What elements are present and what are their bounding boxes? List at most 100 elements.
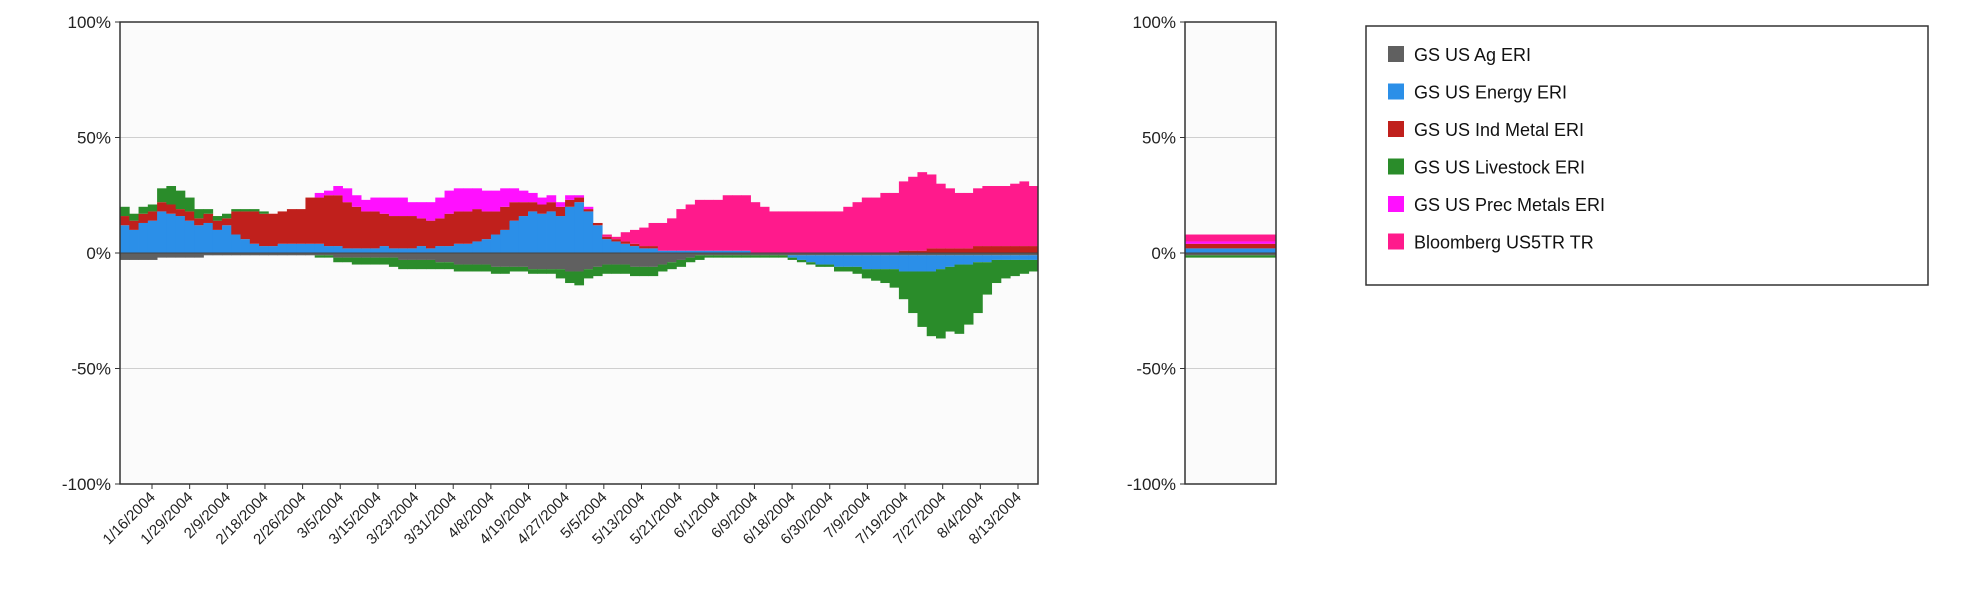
bar-segment bbox=[249, 253, 260, 256]
bar-segment bbox=[388, 257, 399, 267]
bar-segment bbox=[852, 202, 863, 253]
bar-segment bbox=[546, 211, 557, 253]
bar-segment bbox=[750, 255, 761, 258]
bar-segment bbox=[388, 248, 399, 253]
bar-segment bbox=[936, 253, 946, 256]
bar-segment bbox=[184, 253, 195, 258]
bar-segment bbox=[824, 253, 835, 256]
bar-segment bbox=[1185, 241, 1277, 244]
bar-segment bbox=[120, 253, 130, 260]
bar-segment bbox=[722, 253, 733, 256]
bar-segment bbox=[472, 188, 483, 210]
legend-swatch bbox=[1388, 121, 1404, 137]
bar-segment bbox=[676, 250, 687, 253]
bar-segment bbox=[973, 188, 983, 247]
bar-segment bbox=[973, 246, 983, 253]
bar-segment bbox=[500, 206, 510, 230]
bar-segment bbox=[602, 239, 612, 253]
bar-segment bbox=[537, 213, 547, 253]
bar-segment bbox=[574, 202, 585, 253]
bar-segment bbox=[787, 257, 798, 260]
bar-segment bbox=[898, 253, 909, 256]
bar-segment bbox=[379, 246, 390, 253]
bar-segment bbox=[314, 192, 325, 198]
bar-segment bbox=[583, 209, 594, 212]
bar-segment bbox=[778, 255, 789, 258]
bar-segment bbox=[286, 209, 297, 244]
bar-segment bbox=[620, 253, 631, 265]
legend-label: GS US Energy ERI bbox=[1414, 83, 1567, 103]
bar-segment bbox=[815, 211, 826, 253]
bar-segment bbox=[509, 266, 520, 272]
bar-segment bbox=[314, 243, 325, 253]
bar-segment bbox=[611, 253, 622, 265]
bar-segment bbox=[305, 253, 316, 256]
bar-segment bbox=[565, 271, 575, 284]
bar-segment bbox=[314, 255, 325, 258]
bar-segment bbox=[713, 255, 724, 258]
bar-segment bbox=[305, 243, 316, 253]
bar-segment bbox=[898, 271, 909, 300]
bar-segment bbox=[286, 243, 297, 253]
bar-segment bbox=[639, 253, 649, 267]
bar-segment bbox=[490, 266, 501, 274]
bar-segment bbox=[592, 222, 603, 226]
bar-segment bbox=[861, 197, 872, 253]
bar-segment bbox=[370, 248, 381, 253]
bar-segment bbox=[342, 248, 353, 253]
bar-segment bbox=[546, 253, 557, 270]
bar-segment bbox=[806, 255, 816, 263]
bar-segment bbox=[722, 250, 733, 253]
bar-segment bbox=[324, 190, 334, 196]
bar-segment bbox=[444, 253, 455, 263]
bar-segment bbox=[1028, 186, 1039, 247]
bar-segment bbox=[834, 253, 844, 256]
bar-segment bbox=[212, 216, 223, 221]
bar-segment bbox=[426, 259, 436, 270]
bar-segment bbox=[435, 262, 445, 270]
bar-segment bbox=[843, 253, 853, 256]
bar-segment bbox=[426, 202, 436, 221]
bar-segment bbox=[824, 255, 835, 265]
bar-segment bbox=[722, 195, 733, 251]
bar-segment bbox=[602, 236, 612, 240]
bar-segment bbox=[296, 209, 306, 244]
bar-segment bbox=[982, 255, 993, 263]
bar-segment bbox=[815, 255, 826, 265]
bar-segment bbox=[815, 253, 826, 256]
bar-segment bbox=[435, 197, 445, 219]
bar-segment bbox=[704, 250, 714, 253]
bar-segment bbox=[796, 255, 807, 260]
bar-segment bbox=[620, 232, 631, 242]
bar-segment bbox=[370, 197, 381, 212]
bar-segment bbox=[194, 253, 204, 258]
bar-segment bbox=[175, 190, 186, 210]
bar-segment bbox=[620, 243, 631, 253]
bar-segment bbox=[166, 186, 177, 205]
y-tick-label: 50% bbox=[1142, 129, 1176, 148]
bar-segment bbox=[787, 253, 798, 256]
bar-segment bbox=[1000, 246, 1011, 253]
bar-segment bbox=[324, 253, 334, 256]
bar-segment bbox=[871, 197, 881, 253]
bar-segment bbox=[351, 257, 362, 265]
bar-segment bbox=[166, 204, 177, 214]
bar-segment bbox=[898, 181, 909, 251]
bar-segment bbox=[694, 255, 705, 260]
bar-segment bbox=[880, 253, 891, 256]
bar-segment bbox=[1028, 255, 1039, 260]
bar-segment bbox=[166, 213, 177, 253]
bar-segment bbox=[426, 220, 436, 249]
legend-label: GS US Livestock ERI bbox=[1414, 158, 1585, 178]
bar-segment bbox=[630, 243, 640, 247]
bar-segment bbox=[769, 253, 779, 256]
bar-segment bbox=[407, 202, 418, 217]
bar-segment bbox=[398, 216, 408, 249]
bar-segment bbox=[796, 259, 807, 263]
bar-segment bbox=[555, 216, 566, 253]
legend-swatch bbox=[1388, 233, 1404, 250]
bar-segment bbox=[342, 257, 353, 263]
y-tick-label: 100% bbox=[68, 13, 111, 32]
bar-segment bbox=[592, 266, 603, 277]
